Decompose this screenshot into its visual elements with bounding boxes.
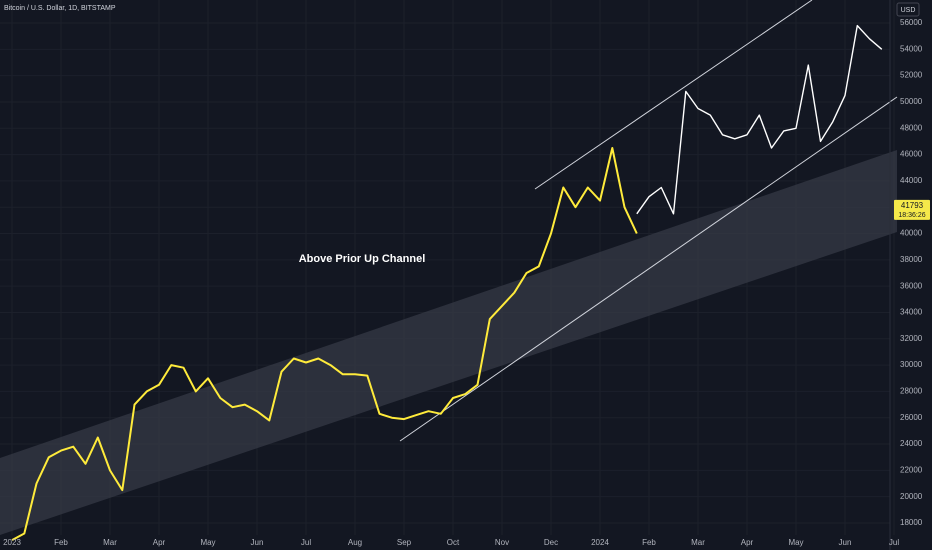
x-tick-label: Apr — [153, 538, 166, 547]
y-tick-label: 20000 — [900, 492, 923, 501]
x-tick-label: Nov — [495, 538, 509, 547]
x-tick-label: Dec — [544, 538, 558, 547]
y-tick-label: 40000 — [900, 229, 923, 238]
x-tick-label: May — [200, 538, 215, 547]
prior-channel-band — [0, 150, 897, 535]
x-tick-label: Jun — [251, 538, 264, 547]
y-tick-label: 26000 — [900, 413, 923, 422]
y-tick-label: 38000 — [900, 255, 923, 264]
x-tick-label: 2023 — [3, 538, 21, 547]
y-tick-label: 52000 — [900, 71, 923, 80]
y-tick-label: 24000 — [900, 439, 923, 448]
y-tick-label: 34000 — [900, 308, 923, 317]
currency: USD — [901, 7, 916, 14]
currency-box — [896, 2, 920, 17]
x-tick-label: Mar — [103, 538, 117, 547]
y-tick-label: 56000 — [900, 18, 923, 27]
x-tick-label: Jun — [839, 538, 852, 547]
x-tick-label: 2024 — [591, 538, 609, 547]
x-tick-label: May — [788, 538, 803, 547]
last-price-tag — [894, 199, 930, 220]
y-tick-label: 32000 — [900, 334, 923, 343]
axes: 18000 20000 22000 24000 26000 28000 30000 32000… — [3, 18, 930, 547]
y-tick-label: 28000 — [900, 387, 923, 396]
y-tick-label: 44000 — [900, 176, 923, 185]
last-price: 41793 — [901, 201, 924, 210]
y-tick-label: 22000 — [900, 465, 923, 474]
channel-lower — [399, 96, 898, 442]
chart-title: Bitcoin / U.S. Dollar, 1D, BITSTAMP — [4, 5, 116, 12]
series-line — [636, 24, 883, 215]
annotation: Above Prior Up Channel — [299, 253, 426, 265]
y-tick-label: 36000 — [900, 281, 923, 290]
x-tick-label: Sep — [397, 538, 412, 547]
y-tick-label: 46000 — [900, 150, 923, 159]
x-tick-label: Jul — [301, 538, 311, 547]
y-tick-label: 50000 — [900, 97, 923, 106]
lines — [11, 24, 883, 541]
y-tick-label: 54000 — [900, 44, 923, 53]
y-tick-label: 30000 — [900, 360, 923, 369]
y-tick-label: 18000 — [900, 518, 923, 527]
x-tick-label: Aug — [348, 538, 362, 547]
x-tick-label: Oct — [447, 538, 460, 547]
channel-upper — [534, 0, 813, 190]
series-line — [11, 147, 638, 541]
x-tick-label: Jul — [889, 538, 899, 547]
x-tick-label: Apr — [741, 538, 754, 547]
x-tick-label: Feb — [642, 538, 656, 547]
x-tick-label: Feb — [54, 538, 68, 547]
countdown: 18:36:26 — [898, 212, 925, 219]
x-tick-label: Mar — [691, 538, 705, 547]
y-tick-label: 48000 — [900, 123, 923, 132]
